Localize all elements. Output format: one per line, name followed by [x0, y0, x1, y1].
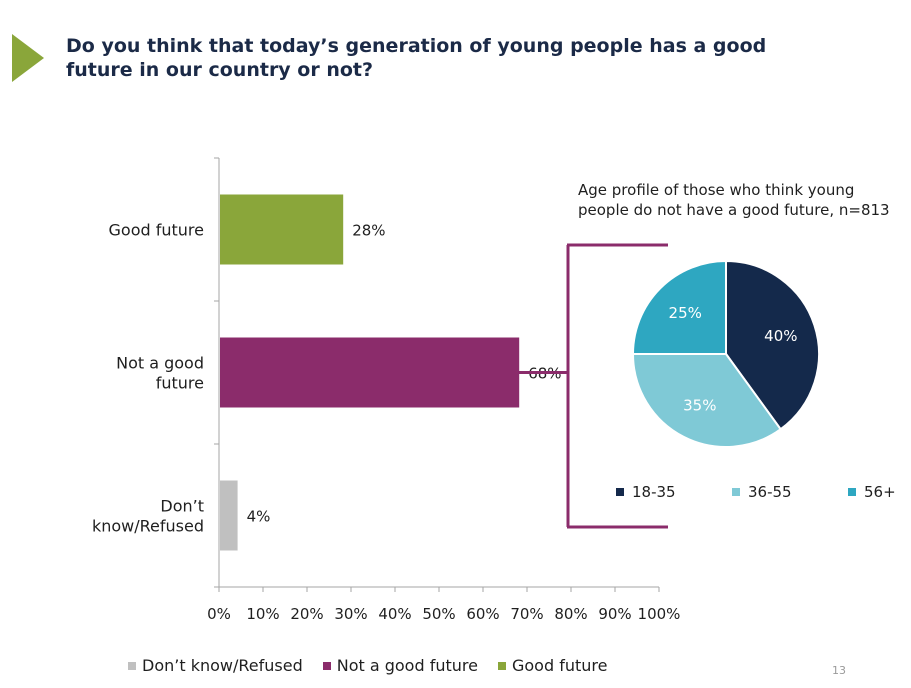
bar-legend-item-good: Good future — [497, 656, 608, 675]
x-tick-label: 90% — [598, 605, 631, 623]
x-tick-label: 40% — [378, 605, 411, 623]
slide-title: Do you think that today’s generation of … — [66, 35, 767, 81]
pie-chart-title: Age profile of those who think young peo… — [578, 181, 890, 219]
pie-chart: 40% 35% 25% — [631, 259, 820, 448]
bar-data-label: 28% — [352, 222, 385, 240]
bar — [220, 480, 238, 551]
bar — [220, 337, 520, 408]
bar-legend-swatch — [128, 661, 136, 670]
x-tick-label: 100% — [638, 605, 681, 623]
pie-legend-label: 56+ — [864, 483, 896, 501]
x-tick-label: 0% — [207, 605, 231, 623]
x-tick-label: 80% — [554, 605, 587, 623]
pie-legend-item-36-55: 36-55 — [732, 483, 848, 501]
y-category-label: Don’t — [160, 497, 204, 516]
pie-legend-swatch — [616, 488, 624, 496]
pie-slice — [631, 353, 783, 448]
pie-slice — [631, 259, 727, 355]
bar-legend: Don’t know/Refused Not a good future Goo… — [128, 656, 627, 675]
y-category-label: know/Refused — [92, 517, 204, 536]
pie-data-label: 25% — [669, 304, 702, 322]
y-category-label: future — [156, 374, 204, 393]
pie-data-label: 40% — [764, 327, 797, 345]
y-category-label: Not a good — [116, 354, 204, 373]
bar-legend-item-not-good: Not a good future — [322, 656, 478, 675]
pie-legend-item-18-35: 18-35 — [616, 483, 732, 501]
x-tick-label: 20% — [290, 605, 323, 623]
pie-connector-bracket — [518, 243, 668, 529]
bar-legend-item-dont-know: Don’t know/Refused — [128, 656, 303, 675]
x-tick-label: 10% — [246, 605, 279, 623]
pie-slice — [725, 259, 820, 431]
pie-legend: 18-35 36-55 56+ — [616, 483, 906, 501]
x-tick-label: 50% — [422, 605, 455, 623]
bar-legend-swatch — [322, 661, 331, 670]
y-category-label: Good future — [109, 221, 204, 240]
bar-data-label: 4% — [247, 508, 271, 526]
bar-legend-swatch — [497, 661, 506, 670]
x-tick-label: 30% — [334, 605, 367, 623]
bar-legend-label: Not a good future — [336, 656, 478, 675]
bar-legend-label: Good future — [511, 656, 608, 675]
pie-data-label: 35% — [683, 396, 716, 414]
slide-arrow-marker — [12, 34, 44, 82]
bar — [220, 194, 344, 265]
pie-legend-item-56-plus: 56+ — [848, 483, 896, 501]
bar-chart: 0% 10% 20% 30% 40% 50% 60% 70% 80% 90% 100% 28% Good… — [92, 157, 681, 623]
pie-legend-label: 18-35 — [632, 483, 676, 501]
bar-legend-label: Don’t know/Refused — [142, 656, 303, 675]
pie-legend-swatch — [848, 488, 856, 496]
x-tick-label: 60% — [466, 605, 499, 623]
x-tick-label: 70% — [510, 605, 543, 623]
pie-legend-swatch — [732, 488, 740, 496]
pie-legend-label: 36-55 — [748, 483, 792, 501]
page-number: 13 — [832, 664, 846, 677]
